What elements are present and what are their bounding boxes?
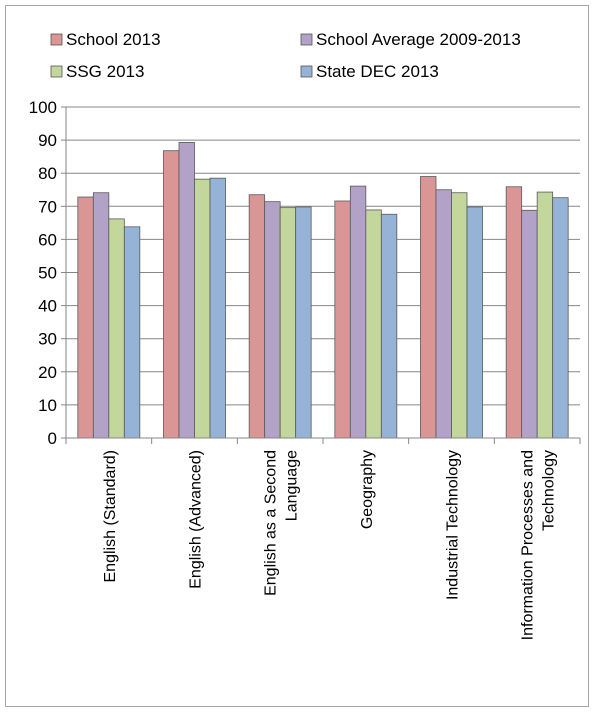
bar bbox=[92, 192, 110, 439]
y-axis-ticks: 0 10 20 30 40 50 60 70 80 90 100 bbox=[29, 98, 66, 448]
y-tick-label: 90 bbox=[38, 131, 57, 150]
x-category-label: English (Standard) bbox=[102, 450, 119, 583]
y-tick-label: 0 bbox=[48, 429, 57, 448]
x-category-label: Language bbox=[284, 450, 301, 521]
bar bbox=[420, 176, 437, 439]
legend-swatch bbox=[300, 65, 313, 78]
bar bbox=[264, 201, 281, 439]
bar bbox=[451, 192, 468, 439]
bar bbox=[521, 209, 538, 439]
bars bbox=[77, 142, 569, 439]
bar bbox=[108, 218, 125, 439]
bar bbox=[248, 194, 266, 439]
axes bbox=[65, 107, 581, 444]
bar bbox=[295, 206, 312, 439]
x-category-label: Geography bbox=[359, 450, 376, 529]
bar bbox=[435, 189, 452, 439]
gridlines bbox=[66, 106, 580, 439]
x-category-label: Information Processes and bbox=[520, 450, 537, 640]
bar bbox=[365, 209, 382, 439]
x-category-label: English as a Second bbox=[263, 450, 280, 596]
legend: School 2013 School Average 2009-2013 SSG 2… bbox=[50, 30, 521, 81]
bar bbox=[178, 142, 195, 439]
bar bbox=[349, 185, 367, 439]
bar bbox=[77, 196, 94, 439]
bar bbox=[505, 186, 523, 439]
bar bbox=[123, 226, 141, 439]
legend-label: School 2013 bbox=[66, 30, 161, 49]
y-tick-label: 40 bbox=[38, 297, 57, 316]
y-tick-label: 20 bbox=[38, 363, 57, 382]
y-tick-label: 30 bbox=[38, 330, 57, 349]
y-tick-label: 70 bbox=[38, 197, 57, 216]
chart-area: School 2013 School Average 2009-2013 SSG 2… bbox=[5, 5, 589, 707]
bar bbox=[279, 207, 297, 439]
bar bbox=[536, 191, 554, 439]
bar-chart: School 2013 School Average 2009-2013 SSG 2… bbox=[29, 30, 581, 640]
x-category-label: Technology bbox=[541, 450, 558, 531]
legend-swatch bbox=[50, 65, 63, 78]
legend-swatch bbox=[50, 33, 63, 46]
legend-swatch bbox=[300, 33, 313, 46]
x-category-label: Industrial Technology bbox=[445, 450, 462, 600]
x-axis-labels: English (Standard) English (Advanced) Engl… bbox=[102, 450, 558, 640]
bar bbox=[334, 200, 351, 439]
y-tick-label: 60 bbox=[38, 230, 57, 249]
bar bbox=[466, 206, 483, 439]
bar bbox=[209, 177, 226, 439]
y-tick-label: 100 bbox=[29, 98, 57, 117]
y-tick-label: 50 bbox=[38, 264, 57, 283]
x-category-label: English (Advanced) bbox=[188, 450, 205, 589]
bar bbox=[552, 197, 569, 439]
legend-label: School Average 2009-2013 bbox=[316, 30, 521, 49]
legend-label: State DEC 2013 bbox=[316, 62, 439, 81]
y-tick-label: 10 bbox=[38, 396, 57, 415]
legend-label: SSG 2013 bbox=[66, 62, 144, 81]
bar bbox=[163, 150, 180, 439]
y-tick-label: 80 bbox=[38, 164, 57, 183]
bar bbox=[380, 213, 398, 439]
bar bbox=[194, 178, 211, 439]
